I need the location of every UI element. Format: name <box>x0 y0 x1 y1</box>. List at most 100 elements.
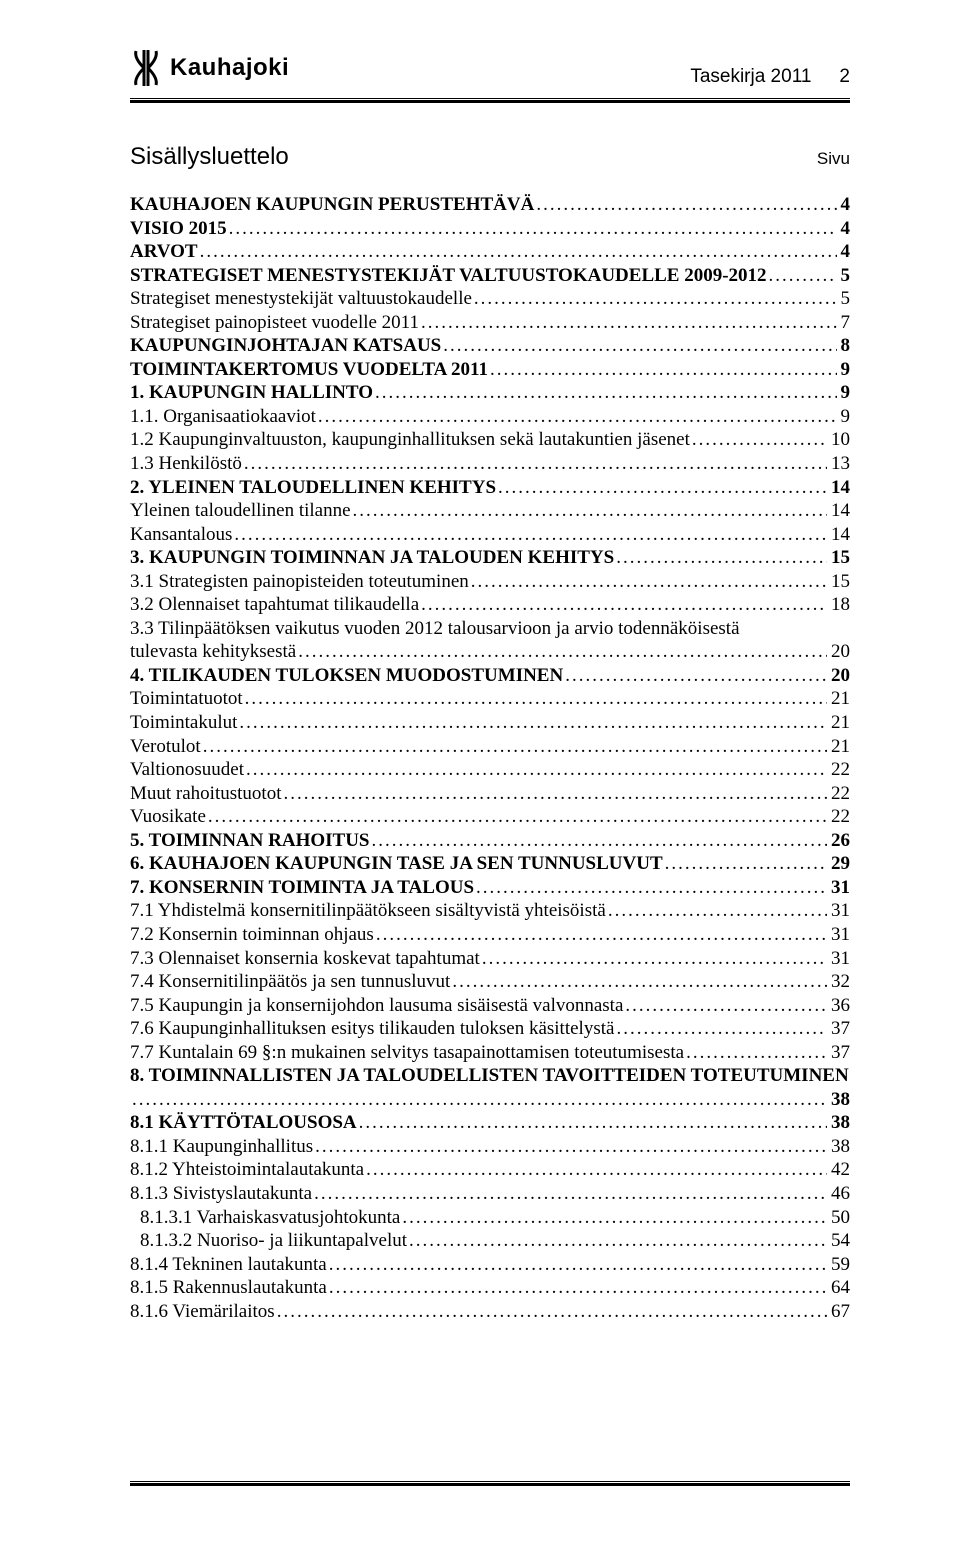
toc-leader <box>232 523 827 547</box>
toc-leader <box>313 1135 827 1159</box>
toc-entry: Toimintakulut 21 <box>130 711 850 735</box>
toc-leader <box>614 546 827 570</box>
toc-entry: 7.4 Konsernitilinpäätös ja sen tunnusluv… <box>130 970 850 994</box>
toc-leader <box>441 334 836 358</box>
toc-entry: 8.1.1 Kaupunginhallitus 38 <box>130 1135 850 1159</box>
toc-entry-label: Muut rahoitustuotot <box>130 782 281 806</box>
toc-entry-label: 7.5 Kaupungin ja konsernijohdon lausuma … <box>130 994 623 1018</box>
toc-entry-label: Verotulot <box>130 735 201 759</box>
toc-entry-label: 1.1. Organisaatiokaaviot <box>130 405 316 429</box>
toc-entry: STRATEGISET MENESTYSTEKIJÄT VALTUUSTOKAU… <box>130 264 850 288</box>
toc-entry-page: 5 <box>837 287 851 311</box>
toc-entry-page: 22 <box>827 782 850 806</box>
toc-entry-label: 3.3 Tilinpäätöksen vaikutus vuoden 2012 … <box>130 617 740 641</box>
toc-leader <box>130 1088 827 1112</box>
toc-entry-label: TOIMINTAKERTOMUS VUODELTA 2011 <box>130 358 488 382</box>
kauhajoki-logo-icon <box>130 48 162 88</box>
toc-leader <box>206 805 827 829</box>
toc-leader <box>312 1182 827 1206</box>
toc-entry-label: 3.2 Olennaiset tapahtumat tilikaudella <box>130 593 419 617</box>
toc-leader <box>242 452 827 476</box>
toc-entry-label: ARVOT <box>130 240 198 264</box>
toc-leader <box>275 1300 827 1324</box>
toc-leader <box>351 499 827 523</box>
toc-entry-label: 3.1 Strategisten painopisteiden toteutum… <box>130 570 469 594</box>
toc-entry: 3.1 Strategisten painopisteiden toteutum… <box>130 570 850 594</box>
toc-leader <box>606 899 827 923</box>
toc-leader <box>419 593 827 617</box>
footer-rule <box>130 1481 850 1486</box>
toc-entry: Vuosikate 22 <box>130 805 850 829</box>
toc-entry-label: 8.1.5 Rakennuslautakunta <box>130 1276 327 1300</box>
toc-entry: 7.6 Kaupunginhallituksen esitys tilikaud… <box>130 1017 850 1041</box>
toc-leader <box>450 970 827 994</box>
toc-leader <box>400 1206 827 1230</box>
toc-leader <box>327 1276 827 1300</box>
toc-entry-page: 4 <box>837 193 851 217</box>
toc-entry-label: 4. TILIKAUDEN TULOKSEN MUODOSTUMINEN <box>130 664 563 688</box>
toc-entry-page: 67 <box>827 1300 850 1324</box>
toc-leader <box>563 664 827 688</box>
toc-entry: 1.3 Henkilöstö 13 <box>130 452 850 476</box>
toc-title-row: Sisällysluettelo Sivu <box>130 143 850 171</box>
toc-entry: 3.3 Tilinpäätöksen vaikutus vuoden 2012 … <box>130 617 850 641</box>
toc-entry-label: Toimintakulut <box>130 711 237 735</box>
toc-entry: Kansantalous 14 <box>130 523 850 547</box>
toc-entry-page: 15 <box>827 570 850 594</box>
toc-entry: 8.1.3 Sivistyslautakunta 46 <box>130 1182 850 1206</box>
toc-entry: Strategiset menestystekijät valtuustokau… <box>130 287 850 311</box>
toc-entry-label: 7. KONSERNIN TOIMINTA JA TALOUS <box>130 876 474 900</box>
toc-leader <box>480 947 827 971</box>
toc-leader <box>227 217 837 241</box>
toc-entry-label: 7.1 Yhdistelmä konsernitilinpäätökseen s… <box>130 899 606 923</box>
toc-entry-label: Yleinen taloudellinen tilanne <box>130 499 351 523</box>
toc-entry-page: 29 <box>827 852 850 876</box>
toc-entry: 8. TOIMINNALLISTEN JA TALOUDELLISTEN TAV… <box>130 1064 850 1088</box>
toc-leader <box>496 476 827 500</box>
toc-entry-label: STRATEGISET MENESTYSTEKIJÄT VALTUUSTOKAU… <box>130 264 767 288</box>
toc-entry-label: KAUHAJOEN KAUPUNGIN PERUSTEHTÄVÄ <box>130 193 534 217</box>
toc-entry-label: 3. KAUPUNGIN TOIMINNAN JA TALOUDEN KEHIT… <box>130 546 614 570</box>
logo: Kauhajoki <box>130 48 289 88</box>
toc-leader <box>281 782 827 806</box>
toc-entry-page: 54 <box>827 1229 850 1253</box>
toc-leader <box>684 1041 827 1065</box>
toc-leader <box>316 405 837 429</box>
toc-entry: Verotulot 21 <box>130 735 850 759</box>
toc-leader <box>534 193 836 217</box>
toc-entry-label: 8.1.3.1 Varhaiskasvatusjohtokunta <box>140 1206 400 1230</box>
doc-title: Tasekirja 2011 <box>690 66 811 88</box>
toc-entry-label: Strategiset menestystekijät valtuustokau… <box>130 287 472 311</box>
toc-entry-page: 31 <box>827 923 850 947</box>
toc-entry: 3. KAUPUNGIN TOIMINNAN JA TALOUDEN KEHIT… <box>130 546 850 570</box>
toc-entry-label: 7.2 Konsernin toiminnan ohjaus <box>130 923 374 947</box>
toc-entry-page: 22 <box>827 805 850 829</box>
toc-entry-label: 8.1.4 Tekninen lautakunta <box>130 1253 327 1277</box>
toc-entry-page: 21 <box>827 711 850 735</box>
toc-entry-page: 36 <box>827 994 850 1018</box>
toc-entry-label: Valtionosuudet <box>130 758 244 782</box>
toc-entry-label: 1.3 Henkilöstö <box>130 452 242 476</box>
toc-entry: 1.2 Kaupunginvaltuuston, kaupunginhallit… <box>130 428 850 452</box>
toc-entry-page: 8 <box>837 334 851 358</box>
toc-entry-label: 1. KAUPUNGIN HALLINTO <box>130 381 373 405</box>
toc-entry: 8.1.6 Viemärilaitos 67 <box>130 1300 850 1324</box>
toc-entry-page: 4 <box>837 240 851 264</box>
toc-entry: KAUPUNGINJOHTAJAN KATSAUS 8 <box>130 334 850 358</box>
toc-entry-page: 20 <box>827 664 850 688</box>
toc-entry-page: 4 <box>837 217 851 241</box>
toc-leader <box>407 1229 827 1253</box>
toc-entry: 8.1.2 Yhteistoimintalautakunta 42 <box>130 1158 850 1182</box>
toc-entry-page: 21 <box>827 735 850 759</box>
page-header: Kauhajoki Tasekirja 2011 2 <box>130 48 850 94</box>
toc-entry: Toimintatuotot 21 <box>130 687 850 711</box>
toc-entry-label: 8.1.2 Yhteistoimintalautakunta <box>130 1158 364 1182</box>
toc-entry-page: 5 <box>837 264 851 288</box>
toc-entry: KAUHAJOEN KAUPUNGIN PERUSTEHTÄVÄ 4 <box>130 193 850 217</box>
toc-leader <box>357 1111 827 1135</box>
toc-entry-label: 8. TOIMINNALLISTEN JA TALOUDELLISTEN TAV… <box>130 1064 849 1088</box>
toc-page-label: Sivu <box>817 149 850 169</box>
toc-entry-label: VISIO 2015 <box>130 217 227 241</box>
toc-entry: VISIO 2015 4 <box>130 217 850 241</box>
toc-entry: 8.1 KÄYTTÖTALOUSOSA 38 <box>130 1111 850 1135</box>
